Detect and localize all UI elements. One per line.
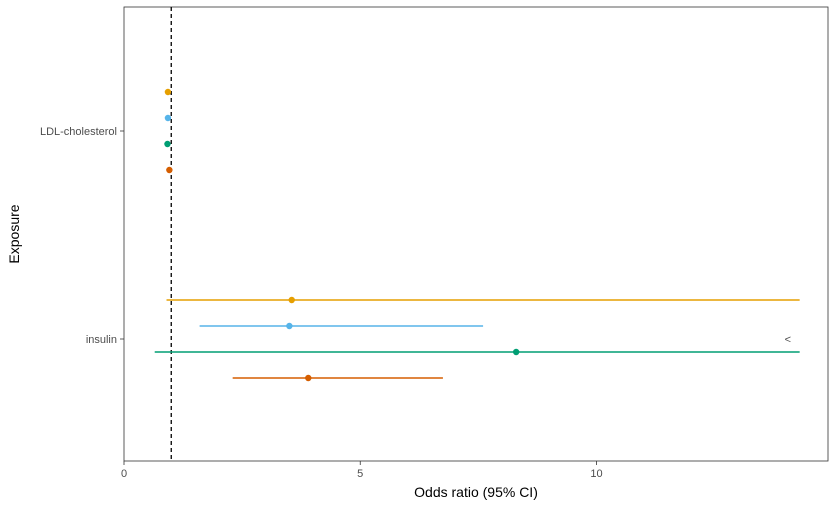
x-tick-label: 5	[357, 468, 363, 480]
panel-border	[123, 6, 829, 462]
point-estimate	[164, 140, 171, 148]
y-axis-title: Exposure	[6, 204, 22, 263]
x-tick-label: 0	[121, 468, 127, 480]
y-tick-label: insulin	[86, 334, 117, 346]
point-estimate	[305, 374, 312, 382]
point-estimate	[286, 322, 293, 330]
plot-marks: <	[154, 7, 800, 461]
point-estimate	[164, 114, 172, 122]
point-estimate	[164, 88, 172, 96]
axes: 0 5 10 LDL-cholesterol insulin	[40, 126, 603, 480]
annotation-label: <	[785, 334, 791, 346]
x-tick-label: 10	[590, 468, 602, 480]
x-axis-title: Odds ratio (95% CI)	[414, 484, 538, 500]
point-estimate	[288, 296, 295, 304]
point-estimate	[512, 348, 520, 356]
point-estimate	[166, 166, 173, 174]
y-tick-label: LDL-cholesterol	[40, 126, 117, 138]
